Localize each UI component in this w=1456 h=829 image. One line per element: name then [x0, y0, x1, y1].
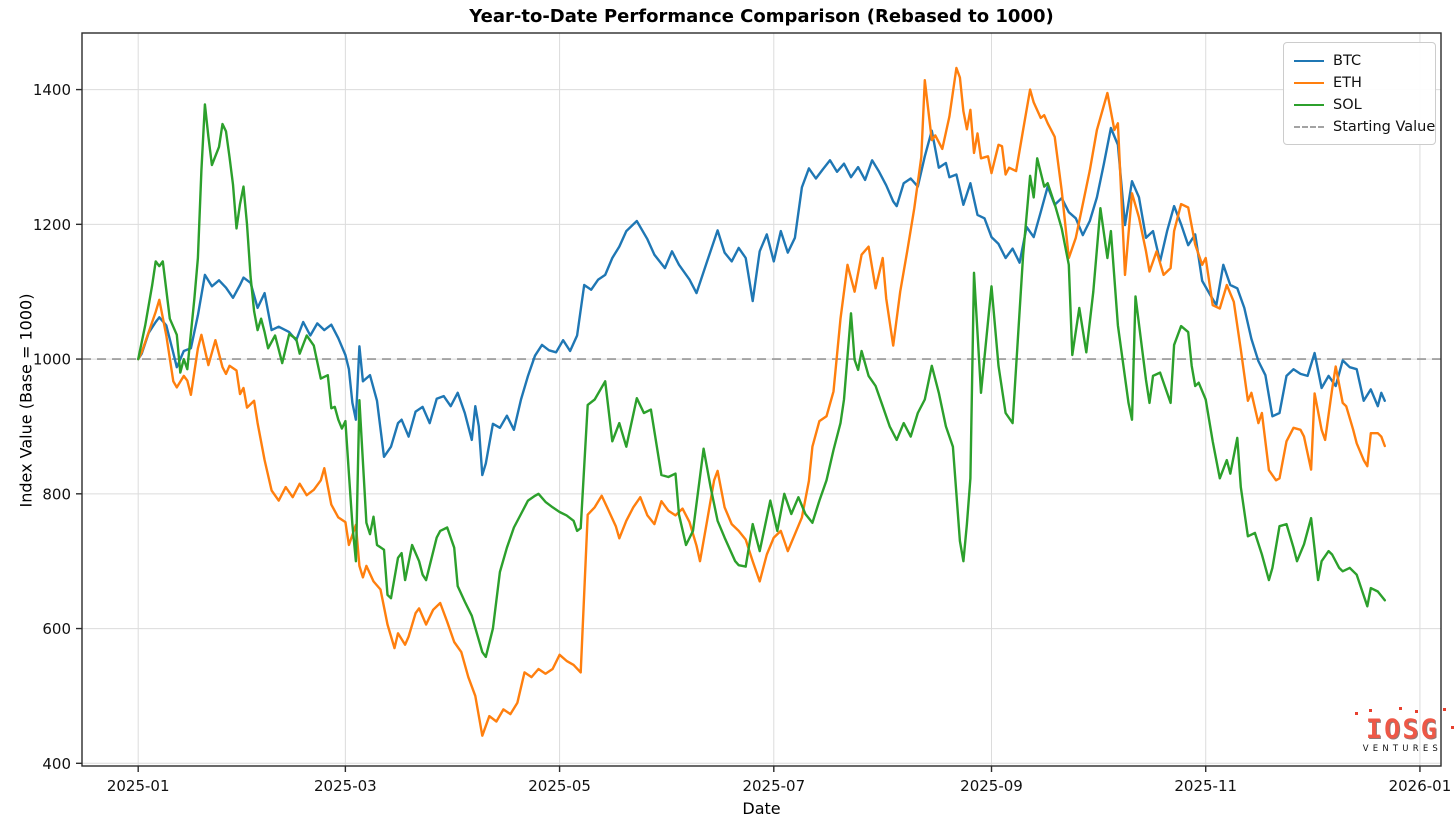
x-tick-label: 2025-07 — [742, 777, 805, 795]
y-tick-label: 400 — [42, 755, 71, 773]
legend: BTC ETH SOL Starting Value — [1283, 42, 1436, 145]
legend-line-sample-eth — [1294, 82, 1324, 84]
chart-line-sol — [137, 103, 1386, 659]
x-tick-label: 2025-11 — [1174, 777, 1237, 795]
x-tick-label: 2026-01 — [1389, 777, 1452, 795]
legend-line-sample-btc — [1294, 60, 1324, 62]
legend-item-sol: SOL — [1294, 94, 1425, 116]
x-tick-label: 2025-03 — [314, 777, 377, 795]
legend-label: SOL — [1333, 97, 1362, 113]
legend-label: BTC — [1333, 53, 1362, 69]
legend-line-sample-sol — [1294, 104, 1324, 106]
plot-border — [81, 32, 1442, 767]
x-tick-label: 2025-05 — [528, 777, 591, 795]
brand-logo-text: IOSG — [1354, 712, 1442, 743]
y-tick-label: 1000 — [33, 351, 71, 369]
y-tick-label: 800 — [42, 485, 71, 503]
legend-item-starting-value: Starting Value — [1294, 116, 1435, 138]
chart-title: Year-to-Date Performance Comparison (Reb… — [469, 6, 1054, 27]
x-axis-label: Date — [742, 799, 781, 818]
legend-item-eth: ETH — [1294, 72, 1425, 94]
legend-label: ETH — [1333, 75, 1362, 91]
x-tick-label: 2025-01 — [107, 777, 170, 795]
legend-label: Starting Value — [1333, 119, 1436, 135]
legend-line-sample-baseline — [1294, 126, 1324, 128]
brand-watermark: IOSG VENTURES — [1354, 712, 1442, 754]
legend-item-btc: BTC — [1294, 50, 1425, 72]
y-axis-label: Index Value (Base = 1000) — [16, 293, 36, 508]
y-tick-label: 1400 — [33, 81, 71, 99]
y-tick-label: 600 — [42, 620, 71, 638]
chart-line-eth — [137, 66, 1386, 737]
x-tick-label: 2025-09 — [960, 777, 1023, 795]
chart-line-btc — [137, 126, 1386, 477]
y-tick-label: 1200 — [33, 216, 71, 234]
brand-logo-subtext: VENTURES — [1362, 744, 1442, 754]
